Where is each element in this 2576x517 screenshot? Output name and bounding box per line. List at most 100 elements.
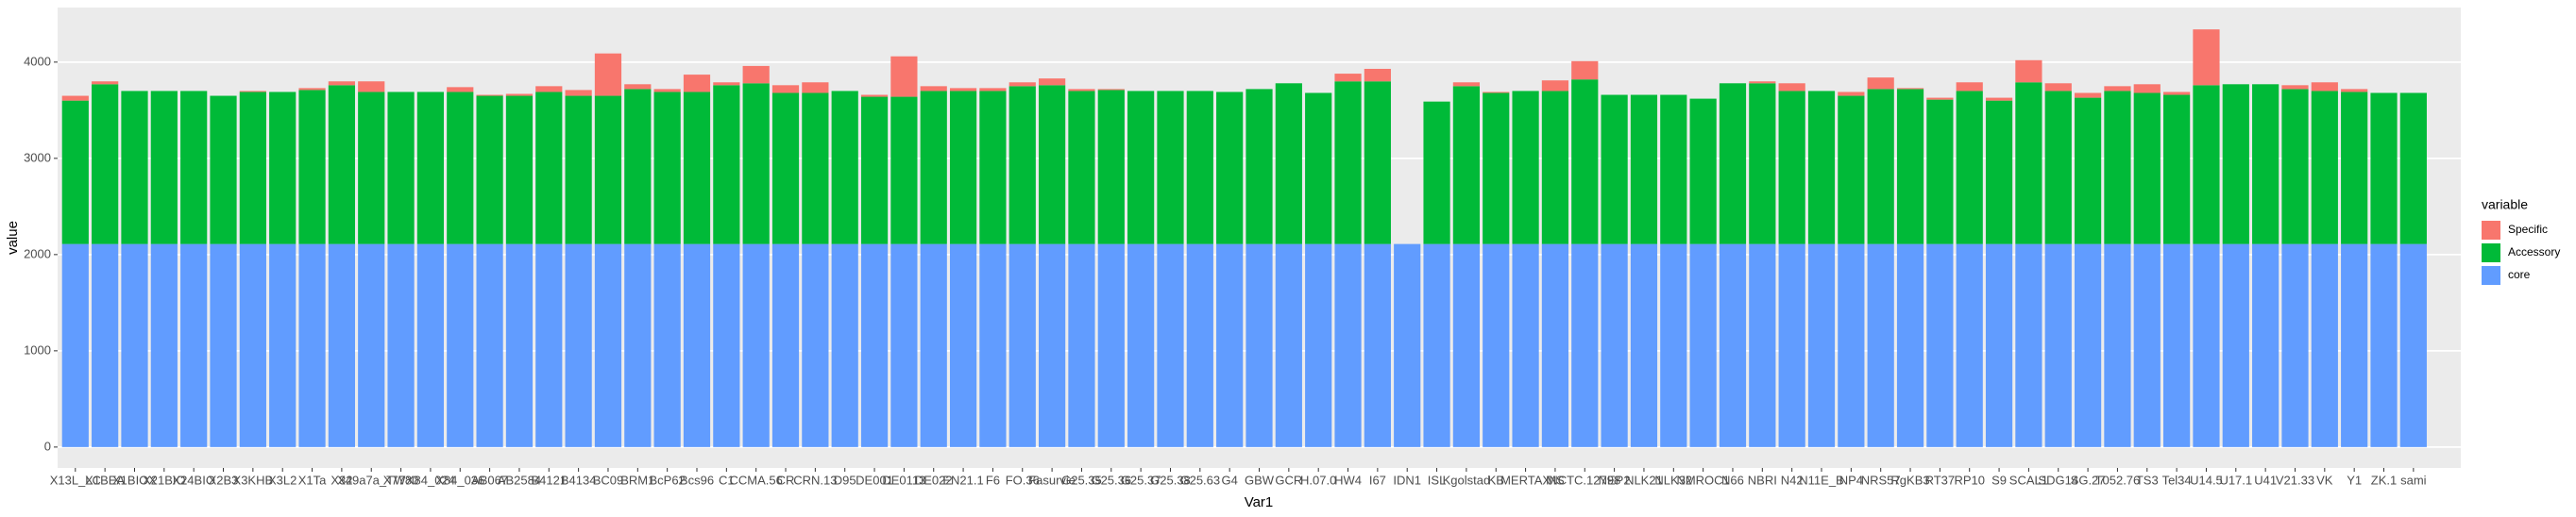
bar-segment xyxy=(1186,91,1213,244)
x-tick-label: Tel34 xyxy=(2162,473,2192,487)
bar-segment xyxy=(358,243,385,447)
bar-segment xyxy=(328,81,355,86)
bar-segment xyxy=(1483,92,1510,244)
bar-segment xyxy=(1275,83,1302,244)
bar-segment xyxy=(1364,243,1391,447)
bar-segment xyxy=(920,86,947,92)
bar-segment xyxy=(328,85,355,244)
bar-segment xyxy=(1571,79,1599,244)
bar-segment xyxy=(860,243,889,447)
bar-segment xyxy=(949,243,977,447)
x-tick-label: U14.5 xyxy=(2190,473,2223,487)
x-tick-label: TS3 xyxy=(2136,473,2159,487)
legend-key xyxy=(2482,243,2500,262)
bar-segment xyxy=(210,243,237,447)
bar-segment xyxy=(742,243,770,447)
bar-segment xyxy=(1926,97,1954,100)
bar-segment xyxy=(979,91,1007,244)
bar-segment xyxy=(1127,243,1155,447)
bar-segment xyxy=(831,243,858,447)
x-tick-label: G25.35 xyxy=(1061,473,1102,487)
x-tick-label: Fasurvie xyxy=(1028,473,1076,487)
x-tick-label: U41 xyxy=(2254,473,2277,487)
bar-segment xyxy=(1334,243,1362,447)
bar-segment xyxy=(2074,97,2102,244)
x-tick-label: DE022 xyxy=(915,473,953,487)
x-tick-label: NBRI xyxy=(1748,473,1777,487)
bar-segment xyxy=(1364,81,1391,244)
bar-segment xyxy=(1601,94,1628,244)
x-tick-label: X1Ta xyxy=(298,473,327,487)
bar-segment xyxy=(2163,92,2191,95)
bar-segment xyxy=(1778,243,1805,447)
bar-segment xyxy=(1956,91,1983,244)
bar-segment xyxy=(387,243,415,447)
bar-segment xyxy=(771,85,800,93)
bar-segment xyxy=(653,92,681,244)
x-tick-label: VK xyxy=(2316,473,2333,487)
bar-segment xyxy=(1867,243,1894,447)
y-tick-label: 3000 xyxy=(24,150,51,164)
bar-segment xyxy=(180,243,208,447)
bar-segment xyxy=(1512,91,1539,244)
bar-segment xyxy=(1660,94,1687,244)
x-tick-label: G25.63 xyxy=(1179,473,1220,487)
bar-segment xyxy=(2104,86,2131,92)
bar-segment xyxy=(447,87,474,92)
bar-segment xyxy=(949,88,977,92)
x-tick-label: ZK.1 xyxy=(2371,473,2397,487)
bar-segment xyxy=(416,92,445,244)
x-tick-label: Bcs96 xyxy=(680,473,714,487)
bar-segment xyxy=(2281,243,2309,447)
legend-label: Accessory xyxy=(2508,245,2560,258)
bar-segment xyxy=(1541,80,1569,92)
x-tick-label: ISL xyxy=(1428,473,1447,487)
bar-segment xyxy=(1097,89,1125,91)
bar-segment xyxy=(1038,85,1066,244)
x-tick-label: X24BIO xyxy=(172,473,215,487)
x-tick-label: sami xyxy=(2400,473,2427,487)
bar-segment xyxy=(1749,243,1776,447)
x-tick-label: X84_036 xyxy=(435,473,484,487)
bar-segment xyxy=(565,95,592,244)
bar-segment xyxy=(920,243,947,447)
y-tick-label: 1000 xyxy=(24,342,51,357)
x-tick-label: CRN.13 xyxy=(793,473,837,487)
x-tick-label: X32 xyxy=(330,473,352,487)
x-tick-label: CCMA.56 xyxy=(730,473,783,487)
bar-segment xyxy=(1097,243,1125,447)
bar-segment xyxy=(1068,89,1095,92)
bar-segment xyxy=(1867,89,1894,244)
x-tick-label: BcP62 xyxy=(649,473,685,487)
bar-segment xyxy=(1246,89,1273,244)
bar-segment xyxy=(2399,92,2427,244)
bar-segment xyxy=(1719,83,1747,244)
bar-segment xyxy=(476,94,503,96)
bar-segment xyxy=(713,243,740,447)
bar-segment xyxy=(1838,92,1865,96)
bar-segment xyxy=(1778,83,1805,92)
bar-segment xyxy=(92,243,119,447)
bar-segment xyxy=(1068,243,1095,447)
x-tick-label: I67 xyxy=(1369,473,1386,487)
bar-segment xyxy=(150,243,178,447)
bar-segment xyxy=(2015,82,2042,244)
x-tick-label: X84_024 xyxy=(406,473,455,487)
x-tick-label: DE0113 xyxy=(882,473,925,487)
x-tick-label: S9 xyxy=(1991,473,2007,487)
bar-segment xyxy=(1394,243,1421,447)
x-tick-label: HW4 xyxy=(1334,473,1362,487)
bar-segment xyxy=(624,89,652,244)
x-tick-label: MERTAX xyxy=(1500,473,1551,487)
x-tick-label: AB067 xyxy=(471,473,508,487)
bar-segment xyxy=(2281,89,2309,244)
bar-segment xyxy=(1630,243,1658,447)
bar-segment xyxy=(1926,243,1954,447)
bar-segment xyxy=(416,243,445,447)
bar-segment xyxy=(802,82,829,93)
x-tick-label: DE001 xyxy=(856,473,893,487)
bar-segment xyxy=(802,92,829,244)
bar-segment xyxy=(1601,243,1628,447)
bar-segment xyxy=(2193,85,2220,244)
bar-segment xyxy=(2370,92,2398,244)
